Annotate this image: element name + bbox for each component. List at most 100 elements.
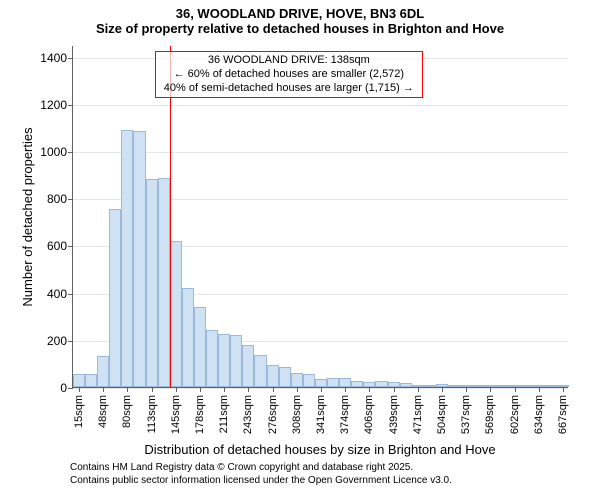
- xtick-label: 439sqm: [388, 395, 400, 434]
- gridline: [73, 152, 568, 153]
- xtick-label: 602sqm: [509, 395, 521, 434]
- histogram-bar: [254, 355, 266, 387]
- xtick-mark: [539, 387, 540, 392]
- histogram-bar: [303, 374, 315, 387]
- ytick-label: 200: [47, 334, 67, 348]
- xtick-mark: [127, 387, 128, 392]
- histogram-bar: [424, 385, 436, 387]
- histogram-bar: [230, 335, 242, 387]
- xtick-mark: [176, 387, 177, 392]
- ytick-mark: [68, 58, 73, 59]
- xtick-label: 80sqm: [121, 395, 133, 428]
- x-axis-title: Distribution of detached houses by size …: [72, 442, 568, 457]
- xtick-mark: [248, 387, 249, 392]
- xtick-label: 113sqm: [146, 395, 158, 433]
- xtick-mark: [79, 387, 80, 392]
- xtick-mark: [442, 387, 443, 392]
- histogram-bar: [109, 209, 121, 387]
- histogram-bar: [545, 385, 557, 387]
- histogram-bar: [133, 131, 145, 387]
- histogram-bar: [182, 288, 194, 387]
- ytick-label: 600: [47, 239, 67, 253]
- xtick-label: 406sqm: [363, 395, 375, 434]
- xtick-mark: [103, 387, 104, 392]
- histogram-bar: [327, 378, 339, 387]
- xtick-label: 471sqm: [412, 395, 424, 434]
- ytick-label: 1000: [40, 145, 67, 159]
- xtick-mark: [466, 387, 467, 392]
- xtick-label: 537sqm: [460, 395, 472, 434]
- xtick-label: 634sqm: [533, 395, 545, 434]
- histogram-bar: [375, 381, 387, 387]
- histogram-bar: [448, 385, 460, 387]
- ytick-mark: [68, 341, 73, 342]
- ytick-mark: [68, 199, 73, 200]
- histogram-bar: [496, 385, 508, 387]
- xtick-mark: [273, 387, 274, 392]
- histogram-bar: [146, 179, 158, 387]
- histogram-bar: [291, 373, 303, 387]
- ytick-label: 0: [60, 381, 67, 395]
- histogram-bar: [170, 241, 182, 387]
- histogram-bar: [521, 385, 533, 387]
- xtick-label: 308sqm: [291, 395, 303, 434]
- ytick-mark: [68, 152, 73, 153]
- xtick-mark: [345, 387, 346, 392]
- histogram-bar: [279, 367, 291, 387]
- histogram-bar: [85, 374, 97, 387]
- annotation-line3: 40% of semi-detached houses are larger (…: [160, 82, 418, 96]
- chart-title-line1: 36, WOODLAND DRIVE, HOVE, BN3 6DL: [0, 6, 600, 21]
- footer-line1: Contains HM Land Registry data © Crown c…: [70, 462, 452, 475]
- xtick-label: 211sqm: [218, 395, 230, 433]
- xtick-label: 504sqm: [436, 395, 448, 434]
- xtick-mark: [224, 387, 225, 392]
- xtick-mark: [369, 387, 370, 392]
- xtick-label: 243sqm: [242, 395, 254, 434]
- histogram-bar: [194, 307, 206, 387]
- xtick-label: 145sqm: [170, 395, 182, 434]
- plot-area: 020040060080010001200140015sqm48sqm80sqm…: [72, 46, 568, 388]
- ytick-mark: [68, 388, 73, 389]
- annotation-box: 36 WOODLAND DRIVE: 138sqm← 60% of detach…: [155, 51, 423, 98]
- xtick-label: 667sqm: [557, 395, 569, 434]
- xtick-mark: [297, 387, 298, 392]
- xtick-mark: [563, 387, 564, 392]
- histogram-bar: [351, 381, 363, 387]
- histogram-bar: [339, 378, 351, 387]
- chart-title-line2: Size of property relative to detached ho…: [0, 21, 600, 36]
- xtick-label: 569sqm: [484, 395, 496, 434]
- footer-line2: Contains public sector information licen…: [70, 475, 452, 488]
- ytick-label: 1400: [40, 51, 67, 65]
- ytick-mark: [68, 246, 73, 247]
- histogram-bar: [242, 345, 254, 387]
- chart-footer: Contains HM Land Registry data © Crown c…: [70, 462, 452, 487]
- xtick-label: 178sqm: [194, 395, 206, 434]
- xtick-mark: [200, 387, 201, 392]
- ytick-mark: [68, 294, 73, 295]
- histogram-bar: [472, 385, 484, 387]
- histogram-bar: [121, 130, 133, 387]
- histogram-bar: [400, 383, 412, 387]
- xtick-mark: [321, 387, 322, 392]
- xtick-label: 341sqm: [315, 395, 327, 434]
- xtick-label: 374sqm: [339, 395, 351, 434]
- histogram-bar: [267, 365, 279, 387]
- histogram-bar: [158, 178, 170, 387]
- ytick-label: 1200: [40, 98, 67, 112]
- histogram-bar: [73, 374, 85, 387]
- histogram-bar: [218, 334, 230, 387]
- xtick-mark: [152, 387, 153, 392]
- xtick-label: 15sqm: [73, 395, 85, 428]
- gridline: [73, 105, 568, 106]
- ytick-label: 400: [47, 287, 67, 301]
- xtick-mark: [394, 387, 395, 392]
- ytick-mark: [68, 105, 73, 106]
- histogram-bar: [315, 379, 327, 387]
- xtick-mark: [515, 387, 516, 392]
- annotation-line2: ← 60% of detached houses are smaller (2,…: [160, 68, 418, 82]
- y-axis-title: Number of detached properties: [20, 127, 35, 306]
- xtick-mark: [490, 387, 491, 392]
- annotation-line1: 36 WOODLAND DRIVE: 138sqm: [160, 54, 418, 68]
- xtick-label: 276sqm: [267, 395, 279, 434]
- xtick-mark: [418, 387, 419, 392]
